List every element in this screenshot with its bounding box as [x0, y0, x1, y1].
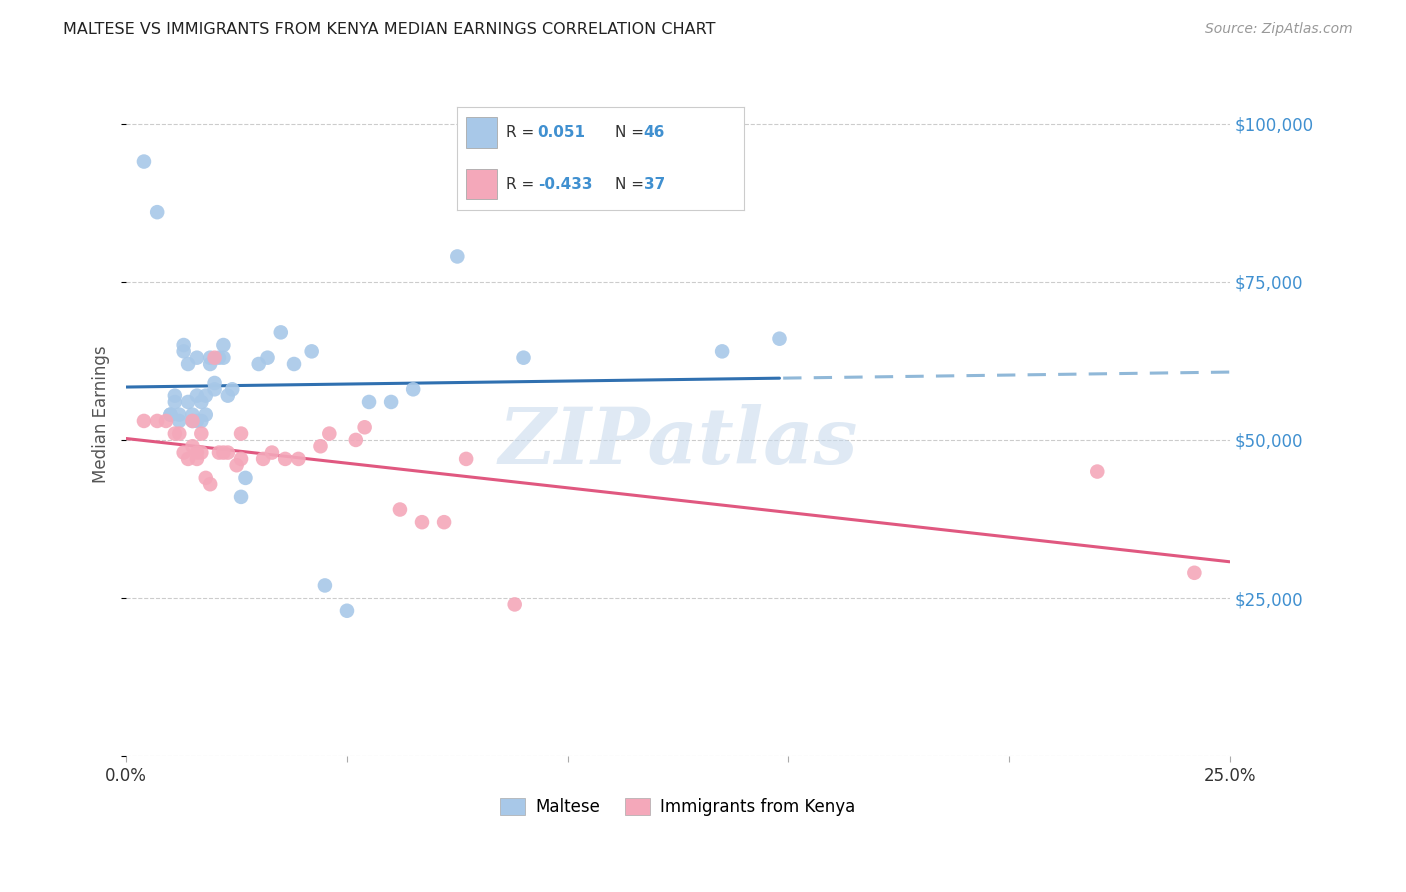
Point: [217, 445, 239, 459]
Point: [309, 439, 332, 453]
Point: [301, 344, 323, 359]
Point: [194, 471, 217, 485]
Point: [229, 490, 252, 504]
Point: [283, 357, 305, 371]
Point: [402, 382, 425, 396]
Point: [146, 205, 169, 219]
Point: [190, 445, 212, 459]
Point: [190, 426, 212, 441]
Point: [711, 344, 734, 359]
Point: [173, 338, 195, 352]
Point: [163, 389, 186, 403]
Point: [132, 154, 155, 169]
Point: [181, 439, 204, 453]
Point: [380, 395, 402, 409]
Point: [198, 357, 221, 371]
Point: [256, 351, 278, 365]
Point: [159, 408, 181, 422]
Point: [181, 408, 204, 422]
Point: [163, 426, 186, 441]
Point: [212, 445, 235, 459]
Point: [186, 389, 208, 403]
Point: [181, 414, 204, 428]
Point: [159, 408, 181, 422]
Point: [173, 344, 195, 359]
Text: MALTESE VS IMMIGRANTS FROM KENYA MEDIAN EARNINGS CORRELATION CHART: MALTESE VS IMMIGRANTS FROM KENYA MEDIAN …: [63, 22, 716, 37]
Point: [411, 515, 433, 529]
Point: [225, 458, 247, 473]
Point: [336, 604, 359, 618]
Point: [1085, 465, 1108, 479]
Point: [198, 477, 221, 491]
Point: [190, 395, 212, 409]
Point: [177, 357, 200, 371]
Point: [198, 351, 221, 365]
Point: [194, 408, 217, 422]
Point: [270, 326, 292, 340]
Point: [287, 451, 309, 466]
Point: [167, 426, 190, 441]
Point: [146, 414, 169, 428]
Point: [132, 414, 155, 428]
Legend: Maltese, Immigrants from Kenya: Maltese, Immigrants from Kenya: [494, 791, 862, 823]
Point: [204, 376, 226, 390]
Point: [186, 451, 208, 466]
Point: [155, 414, 177, 428]
Point: [177, 451, 200, 466]
Point: [503, 598, 526, 612]
Y-axis label: Median Earnings: Median Earnings: [93, 346, 110, 483]
Point: [190, 414, 212, 428]
Point: [217, 389, 239, 403]
Point: [204, 351, 226, 365]
Point: [181, 414, 204, 428]
Text: ZIPatlas: ZIPatlas: [498, 404, 858, 480]
Point: [446, 250, 468, 264]
Point: [247, 357, 270, 371]
Point: [177, 395, 200, 409]
Point: [208, 445, 231, 459]
Point: [221, 382, 243, 396]
Point: [173, 445, 195, 459]
Point: [1182, 566, 1205, 580]
Point: [167, 408, 190, 422]
Point: [344, 433, 367, 447]
Point: [235, 471, 257, 485]
Point: [186, 351, 208, 365]
Text: Source: ZipAtlas.com: Source: ZipAtlas.com: [1205, 22, 1353, 37]
Point: [456, 451, 478, 466]
Point: [167, 414, 190, 428]
Point: [229, 426, 252, 441]
Point: [433, 515, 456, 529]
Point: [353, 420, 375, 434]
Point: [186, 445, 208, 459]
Point: [512, 351, 534, 365]
Point: [260, 445, 283, 459]
Point: [229, 451, 252, 466]
Point: [357, 395, 380, 409]
Point: [212, 338, 235, 352]
Point: [314, 578, 336, 592]
Point: [212, 351, 235, 365]
Point: [768, 332, 790, 346]
Point: [204, 382, 226, 396]
Point: [194, 389, 217, 403]
Point: [388, 502, 411, 516]
Point: [208, 351, 231, 365]
Point: [252, 451, 274, 466]
Point: [274, 451, 297, 466]
Point: [318, 426, 340, 441]
Point: [186, 414, 208, 428]
Point: [163, 395, 186, 409]
